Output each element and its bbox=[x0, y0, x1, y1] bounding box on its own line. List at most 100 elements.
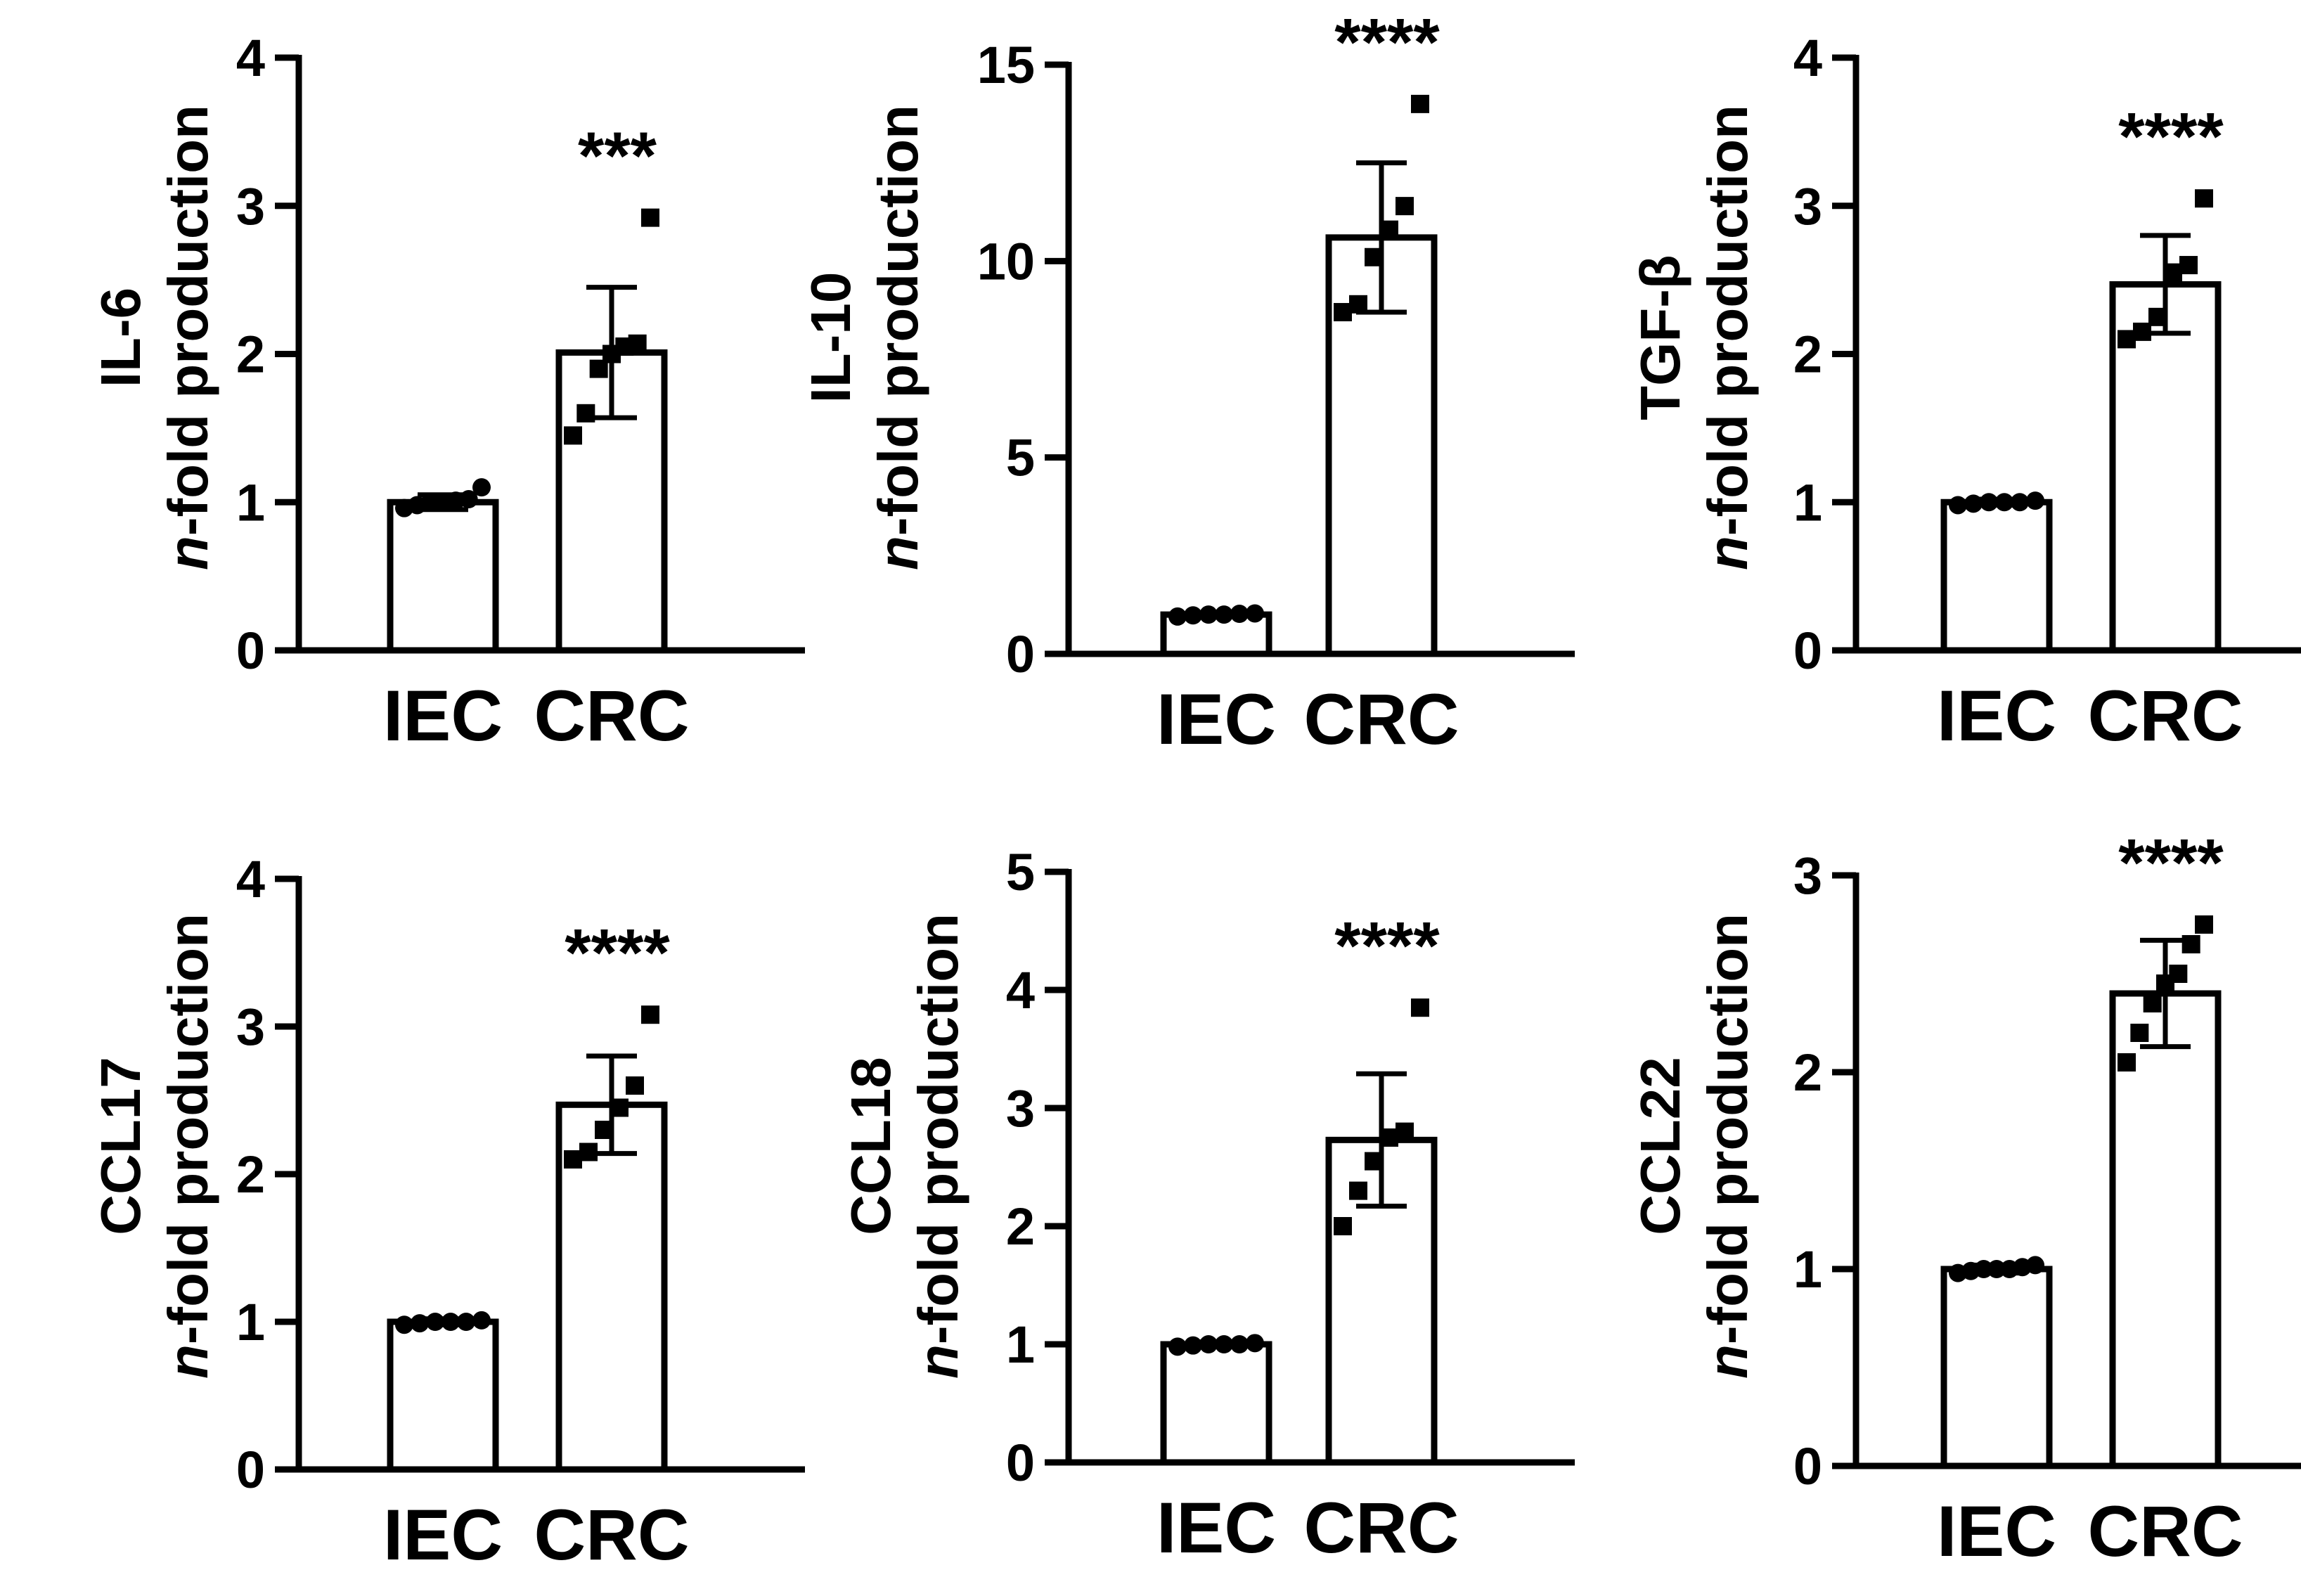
data-point-iec bbox=[411, 1314, 429, 1333]
y-axis-label-suffix: -fold production bbox=[867, 105, 929, 536]
x-category-label: CRC bbox=[534, 676, 690, 756]
y-tick-label: 3 bbox=[1793, 847, 1822, 905]
y-axis-label-n: n bbox=[157, 536, 219, 570]
y-axis-label-n: n bbox=[1696, 1344, 1759, 1379]
y-tick-label: 3 bbox=[1006, 1079, 1035, 1138]
y-axis-label-name: CCL18 bbox=[839, 1057, 902, 1235]
data-point-iec bbox=[395, 1315, 413, 1334]
x-category-label: IEC bbox=[1156, 1488, 1276, 1568]
significance-stars: **** bbox=[2118, 825, 2224, 901]
data-point-iec bbox=[1974, 1260, 1993, 1278]
data-point-crc bbox=[595, 1121, 613, 1139]
data-point-crc bbox=[2133, 322, 2151, 341]
data-point-crc bbox=[1380, 220, 1398, 239]
data-point-crc bbox=[2130, 1024, 2149, 1042]
data-point-iec bbox=[472, 1311, 491, 1330]
y-axis-label-name: TGF-β bbox=[1629, 255, 1691, 420]
data-point-crc bbox=[1349, 1181, 1367, 1200]
data-point-iec bbox=[1949, 496, 1967, 515]
y-axis-label-suffix: -fold production bbox=[1696, 105, 1759, 536]
y-tick-label: 2 bbox=[236, 326, 265, 384]
y-axis-label-unit: n-fold production bbox=[157, 913, 219, 1379]
y-tick-label: 0 bbox=[236, 1441, 265, 1499]
data-point-iec bbox=[441, 1313, 460, 1331]
data-point-iec bbox=[1199, 1335, 1218, 1353]
y-tick-label: 1 bbox=[1006, 1315, 1035, 1374]
y-axis-label: IL-10n-fold production bbox=[799, 105, 929, 570]
y-tick-label: 2 bbox=[1793, 1043, 1822, 1102]
data-point-crc bbox=[1365, 247, 1383, 266]
bar-crc bbox=[2109, 281, 2222, 654]
data-point-iec bbox=[1246, 604, 1264, 623]
y-tick-label: 2 bbox=[1793, 326, 1822, 384]
y-tick-label: 1 bbox=[236, 473, 265, 532]
data-point-crc bbox=[2118, 330, 2136, 349]
y-tick-label: 4 bbox=[1793, 29, 1822, 87]
y-axis-label-name: IL-6 bbox=[89, 288, 152, 387]
bar-iec bbox=[1940, 1266, 2053, 1469]
y-tick-label: 3 bbox=[1793, 177, 1822, 236]
bar-iec bbox=[1940, 498, 2053, 654]
data-point-iec bbox=[1215, 1335, 1233, 1353]
bar-crc bbox=[2109, 990, 2222, 1469]
significance-stars: *** bbox=[578, 119, 657, 194]
data-point-iec bbox=[472, 478, 491, 497]
data-point-iec bbox=[1964, 494, 1983, 513]
y-axis-label-suffix: -fold production bbox=[1696, 913, 1759, 1344]
data-point-crc bbox=[1396, 1122, 1414, 1141]
data-point-iec bbox=[1980, 493, 1998, 512]
y-axis-label-n: n bbox=[907, 1344, 969, 1379]
y-tick-label: 10 bbox=[977, 232, 1035, 290]
data-point-iec bbox=[1230, 605, 1249, 624]
data-point-crc bbox=[2169, 965, 2188, 983]
x-category-label: IEC bbox=[1937, 1491, 2056, 1571]
bar-iec bbox=[1160, 1341, 1272, 1466]
y-axis-label-suffix: -fold production bbox=[157, 913, 219, 1344]
data-point-crc bbox=[1334, 302, 1352, 321]
data-point-crc bbox=[2181, 935, 2200, 953]
data-point-crc bbox=[1380, 1128, 1398, 1147]
x-category-label: CRC bbox=[2088, 676, 2243, 756]
data-point-iec bbox=[426, 1313, 444, 1331]
y-tick-label: 15 bbox=[977, 36, 1035, 94]
data-point-crc bbox=[1411, 998, 1429, 1017]
data-point-iec bbox=[1230, 1335, 1249, 1353]
y-axis-label-n: n bbox=[867, 536, 929, 570]
y-tick-label: 0 bbox=[1793, 1437, 1822, 1495]
y-axis-label-suffix: -fold production bbox=[157, 105, 219, 536]
x-category-label: IEC bbox=[383, 1495, 503, 1575]
x-category-label: IEC bbox=[1937, 676, 2056, 756]
y-tick-label: 4 bbox=[1006, 961, 1035, 1019]
data-point-crc bbox=[1411, 94, 1429, 113]
y-axis-label-name: CCL17 bbox=[89, 1057, 152, 1235]
bar-iec bbox=[387, 1318, 499, 1473]
y-tick-label: 5 bbox=[1006, 843, 1035, 901]
significance-stars: **** bbox=[1334, 5, 1440, 80]
y-tick-label: 0 bbox=[236, 622, 265, 680]
x-category-label: CRC bbox=[1304, 1488, 1459, 1568]
data-point-crc bbox=[1334, 1217, 1352, 1235]
data-point-crc bbox=[610, 1098, 629, 1117]
y-tick-label: 4 bbox=[236, 29, 265, 87]
data-point-iec bbox=[2026, 1256, 2044, 1275]
x-category-label: IEC bbox=[383, 676, 503, 756]
data-point-iec bbox=[457, 1313, 475, 1331]
data-point-iec bbox=[1184, 1336, 1202, 1355]
y-axis-label-n: n bbox=[157, 1344, 219, 1379]
data-point-crc bbox=[2118, 1053, 2136, 1071]
y-tick-label: 1 bbox=[1793, 473, 1822, 532]
y-tick-label: 0 bbox=[1006, 625, 1035, 683]
y-axis-label-n: n bbox=[1696, 536, 1759, 570]
data-point-crc bbox=[626, 1076, 644, 1095]
y-tick-label: 3 bbox=[236, 177, 265, 236]
data-point-iec bbox=[1987, 1260, 2006, 1278]
data-point-iec bbox=[1168, 1337, 1187, 1356]
y-axis-label-unit: n-fold production bbox=[1696, 105, 1759, 570]
